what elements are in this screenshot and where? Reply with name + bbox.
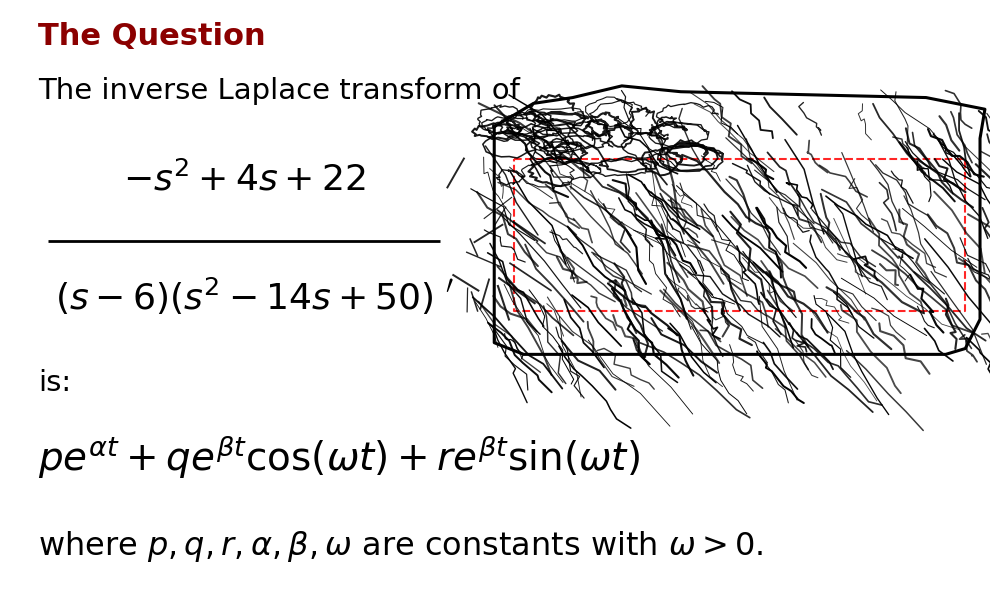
Text: The Question: The Question	[38, 22, 265, 51]
Text: $pe^{\alpha t} + qe^{\beta t}\cos(\omega t) + re^{\beta t}\sin(\omega t)$: $pe^{\alpha t} + qe^{\beta t}\cos(\omega…	[38, 433, 640, 481]
Text: $(s - 6)(s^2 - 14s + 50)$: $(s - 6)(s^2 - 14s + 50)$	[55, 275, 433, 317]
Text: $'$: $'$	[445, 279, 454, 313]
Text: The inverse Laplace transform of: The inverse Laplace transform of	[38, 77, 520, 105]
Text: is:: is:	[38, 369, 71, 397]
Text: where $p, q, r, \alpha, \beta, \omega$ are constants with $\omega > 0.$: where $p, q, r, \alpha, \beta, \omega$ a…	[38, 529, 763, 564]
Text: $-s^2 + 4s + 22$: $-s^2 + 4s + 22$	[122, 161, 366, 197]
